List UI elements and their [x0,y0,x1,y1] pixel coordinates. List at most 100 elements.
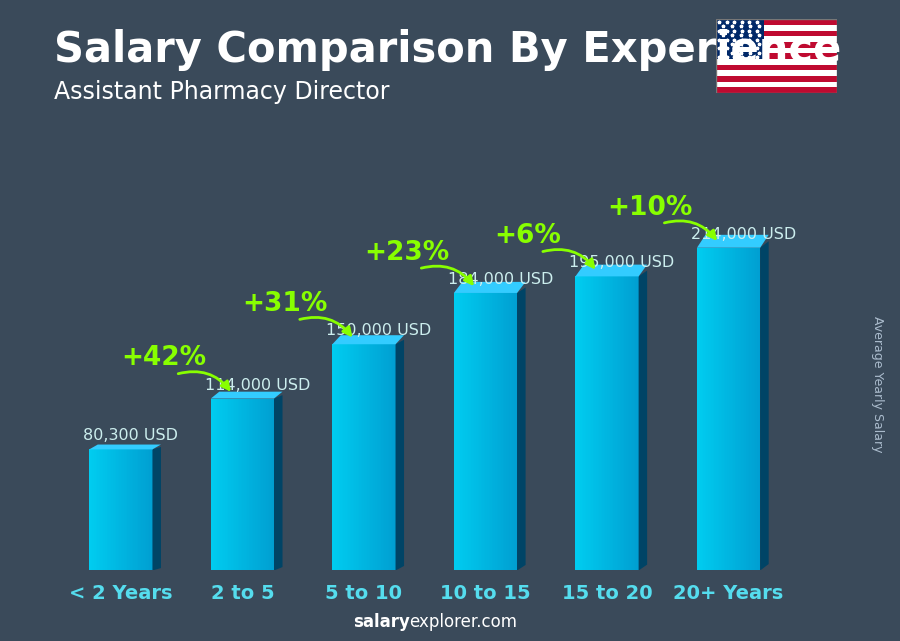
Bar [633,276,634,570]
Bar [394,344,396,570]
Text: 214,000 USD: 214,000 USD [691,227,796,242]
Bar [716,37,837,42]
Bar [705,247,706,570]
Bar [484,293,486,570]
Text: +23%: +23% [364,240,449,266]
Bar [465,293,467,570]
Bar [106,449,109,570]
Bar [227,399,229,570]
Bar [230,399,231,570]
Bar [487,293,489,570]
Bar [236,399,238,570]
Bar [727,247,729,570]
Text: Assistant Pharmacy Director: Assistant Pharmacy Director [54,80,390,104]
Bar [94,449,95,570]
Bar [587,276,589,570]
Polygon shape [152,447,161,570]
Bar [135,449,137,570]
Bar [382,344,383,570]
Bar [749,247,751,570]
Bar [391,344,392,570]
Bar [470,293,472,570]
Bar [748,247,750,570]
Bar [229,399,230,570]
Bar [459,293,461,570]
Bar [219,399,220,570]
Bar [716,42,837,47]
Bar [742,247,744,570]
Bar [239,399,241,570]
Bar [716,31,837,37]
Bar [346,344,348,570]
Bar [716,25,837,31]
Bar [757,247,759,570]
Bar [141,449,143,570]
Bar [751,247,752,570]
Bar [372,344,374,570]
Bar [242,399,244,570]
Bar [241,399,243,570]
Text: 114,000 USD: 114,000 USD [204,378,310,392]
Bar [392,344,394,570]
Bar [719,247,721,570]
Text: 195,000 USD: 195,000 USD [570,255,675,271]
Bar [709,247,711,570]
Bar [489,293,491,570]
Bar [703,247,705,570]
Bar [491,293,492,570]
Text: +10%: +10% [607,195,692,221]
Bar [267,399,269,570]
Bar [581,276,583,570]
Bar [116,449,118,570]
Bar [503,293,505,570]
Bar [102,449,104,570]
Bar [607,276,608,570]
Bar [375,344,377,570]
Bar [497,293,499,570]
Bar [139,449,140,570]
Bar [735,247,737,570]
Polygon shape [639,271,647,570]
Bar [225,399,227,570]
Bar [600,276,602,570]
Bar [220,399,222,570]
Bar [734,247,735,570]
Bar [754,247,756,570]
Bar [255,399,256,570]
Bar [363,344,365,570]
Bar [338,344,339,570]
Bar [752,247,754,570]
Bar [97,449,99,570]
Bar [482,293,484,570]
Bar [588,276,590,570]
Bar [716,53,837,59]
Bar [511,293,513,570]
Bar [380,344,382,570]
Bar [715,247,716,570]
Bar [495,293,497,570]
Bar [508,293,509,570]
Bar [608,276,610,570]
Bar [231,399,233,570]
Bar [627,276,629,570]
Bar [265,399,266,570]
Bar [610,276,612,570]
Text: 184,000 USD: 184,000 USD [448,272,554,287]
Bar [512,293,514,570]
Bar [212,399,214,570]
Bar [717,247,719,570]
Polygon shape [395,340,404,570]
Bar [716,81,837,87]
Bar [145,449,147,570]
Bar [725,247,727,570]
Bar [590,276,591,570]
Bar [345,344,346,570]
Bar [500,293,501,570]
Bar [634,276,635,570]
Bar [357,344,359,570]
Bar [122,449,124,570]
Bar [606,276,608,570]
Bar [585,276,587,570]
Bar [338,344,340,570]
Bar [742,247,743,570]
